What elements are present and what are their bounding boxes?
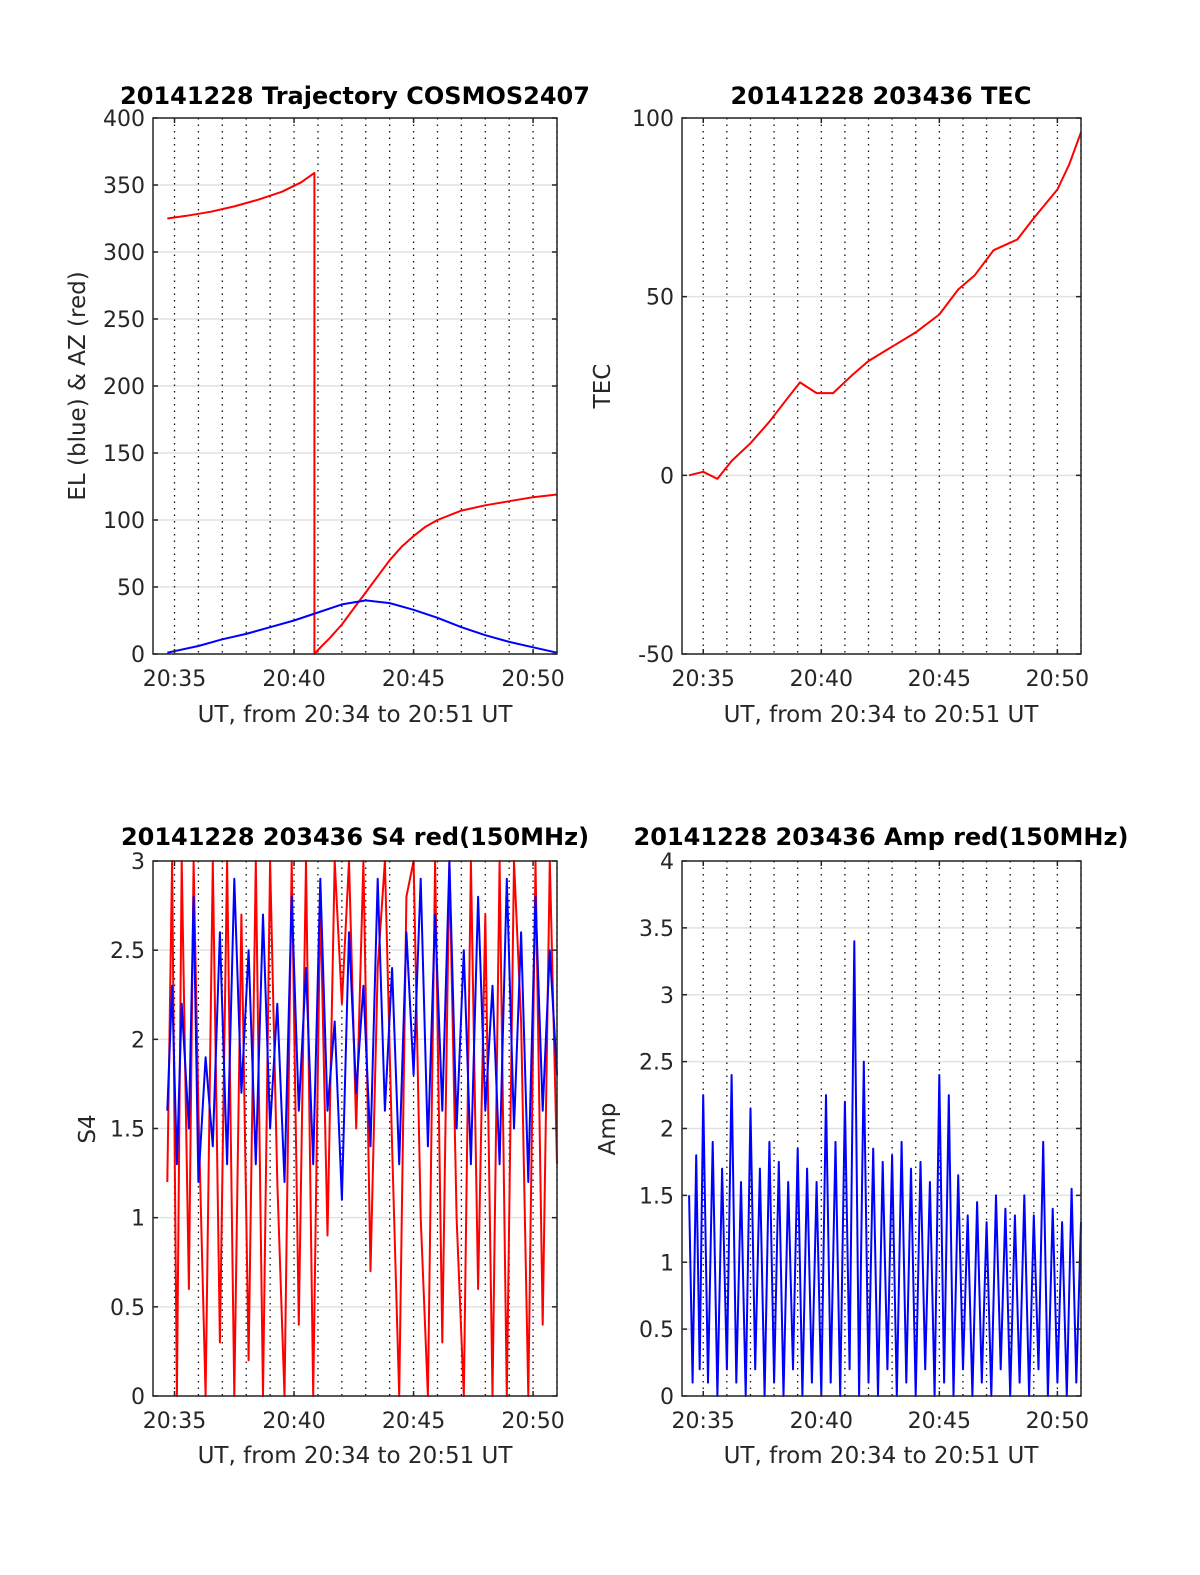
y-tick-label: 0 <box>131 1385 145 1410</box>
y-tick-label: 100 <box>103 509 145 534</box>
series-line-1 <box>166 860 558 1201</box>
x-axis-label: UT, from 20:34 to 20:51 UT <box>724 702 1040 728</box>
y-tick-label: 50 <box>646 286 674 311</box>
x-tick-label: 20:50 <box>501 1409 564 1434</box>
x-tick-label: 20:45 <box>382 667 445 692</box>
x-tick-label: 20:50 <box>501 667 564 692</box>
y-tick-label: 2.5 <box>639 1051 674 1076</box>
y-tick-label: 3.5 <box>639 917 674 942</box>
y-tick-label: 3 <box>660 984 674 1009</box>
y-tick-label: 0.5 <box>639 1318 674 1343</box>
panel-title: 20141228 203436 TEC <box>731 82 1032 110</box>
y-tick-label: 0 <box>660 1385 674 1410</box>
series-line-0 <box>167 171 558 655</box>
y-axis-label: S4 <box>75 1114 101 1143</box>
x-tick-label: 20:45 <box>908 667 971 692</box>
y-tick-label: 2 <box>131 1028 145 1053</box>
y-tick-label: 0.5 <box>110 1296 145 1321</box>
y-tick-label: 2.5 <box>110 939 145 964</box>
series-line-0 <box>688 131 1082 480</box>
panel-title: 20141228 203436 S4 red(150MHz) <box>121 823 589 851</box>
x-tick-label: 20:50 <box>1026 667 1089 692</box>
y-tick-label: 1.5 <box>639 1184 674 1209</box>
x-tick-label: 20:40 <box>262 667 325 692</box>
y-tick-label: 400 <box>103 107 145 132</box>
y-axis-label: Amp <box>595 1103 621 1156</box>
panel-s4: UT, from 20:34 to 20:51 UT S4 0 0.5 1 1.5 2 2… <box>75 823 589 1469</box>
panel-title: 20141228 Trajectory COSMOS2407 <box>120 82 590 110</box>
x-tick-label: 20:40 <box>790 667 853 692</box>
series-line-0 <box>166 860 558 1397</box>
axes-frame <box>681 117 1082 655</box>
x-tick-label: 20:50 <box>1026 1409 1089 1434</box>
series-line-0 <box>688 940 1082 1397</box>
y-tick-label: 200 <box>103 375 145 400</box>
x-tick-label: 20:45 <box>382 1409 445 1434</box>
y-tick-label: 1 <box>131 1207 145 1232</box>
series-line-1 <box>167 599 558 654</box>
y-tick-label: 1.5 <box>110 1118 145 1143</box>
x-tick-label: 20:40 <box>262 1409 325 1434</box>
x-tick-label: 20:35 <box>672 1409 735 1434</box>
y-tick-label: 0 <box>660 464 674 489</box>
x-axis-label: UT, from 20:34 to 20:51 UT <box>198 1443 514 1469</box>
x-axis-label: UT, from 20:34 to 20:51 UT <box>724 1443 1040 1469</box>
y-tick-label: 3 <box>131 850 145 875</box>
y-tick-label: 2 <box>660 1118 674 1143</box>
y-tick-label: 0 <box>131 643 145 668</box>
x-axis-label: UT, from 20:34 to 20:51 UT <box>198 702 514 728</box>
y-tick-label: 150 <box>103 442 145 467</box>
panel-amp: UT, from 20:34 to 20:51 UT Amp 0 0.5 1 1.5 2… <box>595 823 1128 1469</box>
y-tick-label: 250 <box>103 308 145 333</box>
x-tick-label: 20:45 <box>908 1409 971 1434</box>
y-tick-label: 100 <box>632 107 674 132</box>
panel-trajectory: UT, from 20:34 to 20:51 UT EL (blue) & A… <box>65 82 590 728</box>
y-axis-label: TEC <box>590 364 616 410</box>
y-tick-label: 50 <box>117 576 145 601</box>
panel-title: 20141228 203436 Amp red(150MHz) <box>634 823 1129 851</box>
x-tick-label: 20:35 <box>143 667 206 692</box>
y-tick-label: 4 <box>660 850 674 875</box>
x-tick-label: 20:35 <box>143 1409 206 1434</box>
y-tick-label: 1 <box>660 1251 674 1276</box>
y-tick-label: 350 <box>103 174 145 199</box>
panel-tec: UT, from 20:34 to 20:51 UT TEC -50 0 50 100… <box>590 82 1089 728</box>
x-tick-label: 20:35 <box>672 667 735 692</box>
y-tick-label: -50 <box>638 643 674 668</box>
x-tick-label: 20:40 <box>790 1409 853 1434</box>
y-tick-label: 300 <box>103 241 145 266</box>
y-axis-label: EL (blue) & AZ (red) <box>65 271 91 500</box>
